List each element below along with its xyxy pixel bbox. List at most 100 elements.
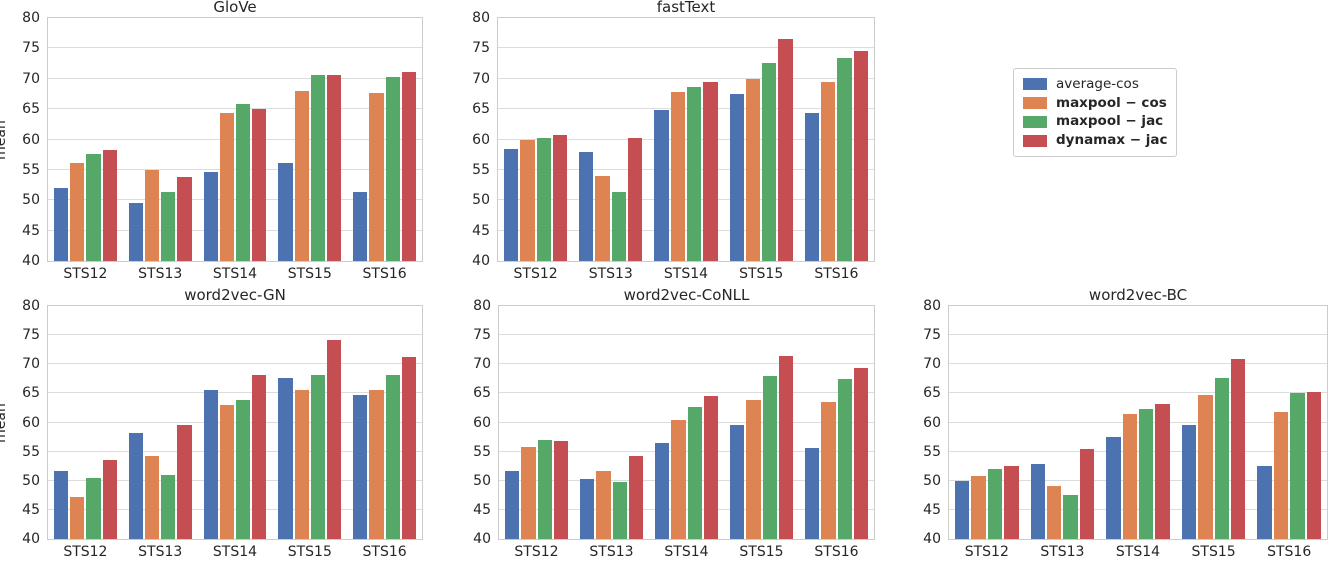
y-tick-label: 50: [473, 472, 491, 489]
y-tick-label: 45: [923, 501, 941, 518]
bar-maxpool-cos: [219, 113, 234, 261]
chart-word2vec-gn: word2vec-GN mean 40 45 50 55 60 65 70 75 80 STS12 ST…: [0, 286, 423, 559]
bar-maxpool-jac: [987, 468, 1003, 539]
bar-average-cos: [128, 433, 143, 539]
gridline: [498, 199, 874, 201]
bar-dynamax-jac: [552, 134, 568, 261]
bar-group: [278, 306, 342, 539]
bar-dynamax-jac: [252, 108, 267, 261]
gridline: [949, 450, 1327, 452]
y-tick-label: 75: [473, 327, 491, 344]
x-tick-label: STS15: [1191, 544, 1236, 560]
gridline: [48, 334, 422, 336]
gridline: [949, 392, 1327, 394]
chart-glove: GloVe mean 40 45 50 55 60 65 70 75 80 STS12 STS13 STS…: [0, 0, 423, 281]
x-tick-label: STS16: [362, 266, 407, 282]
chart-fasttext: fastText 40 45 50 55 60 65 70 75 80 STS12 STS13 STS1…: [472, 0, 875, 281]
gridline: [48, 508, 422, 510]
x-tick-label: STS12: [513, 266, 558, 282]
gridline: [498, 168, 874, 170]
bar-dynamax-jac: [1079, 448, 1095, 539]
category-slot: STS15: [272, 306, 347, 559]
category-slot: STS13: [1025, 306, 1101, 559]
category-slot: STS14: [648, 18, 723, 281]
bar-maxpool-jac: [161, 474, 176, 539]
category-slot: STS15: [724, 18, 799, 281]
bar-average-cos: [353, 191, 368, 261]
legend-swatch-maxpool-cos-icon: [1023, 97, 1047, 110]
bar-maxpool-cos: [369, 93, 384, 261]
bar-average-cos: [580, 479, 595, 539]
y-tick-label: 55: [22, 443, 40, 460]
category-slot: STS14: [1100, 306, 1176, 559]
bar-maxpool-cos: [144, 456, 160, 539]
bar-group: [729, 18, 793, 261]
x-tick-label: STS16: [814, 544, 859, 560]
category-slot: STS16: [799, 306, 874, 559]
bar-maxpool-jac: [762, 62, 777, 261]
bar-maxpool-jac: [236, 104, 251, 261]
legend-swatch-maxpool-jac-icon: [1023, 115, 1047, 128]
bar-maxpool-jac: [612, 481, 627, 539]
gridline: [498, 108, 874, 110]
bar-maxpool-cos: [144, 169, 160, 261]
category-slot: STS12: [498, 18, 573, 281]
bar-dynamax-jac: [703, 396, 718, 539]
gridline: [48, 108, 422, 110]
x-tick-label: STS16: [814, 266, 859, 282]
category-slot: STS15: [272, 18, 347, 281]
y-tick-label: 70: [22, 70, 40, 87]
bar-group: [805, 306, 868, 539]
gridline: [499, 479, 874, 481]
bar-average-cos: [53, 187, 69, 261]
y-tick-label: 45: [472, 222, 490, 239]
y-tick-label: 40: [473, 531, 491, 547]
y-tick-label: 60: [22, 131, 40, 148]
category-slot: STS12: [949, 306, 1025, 559]
y-tick-label: 70: [22, 356, 40, 373]
bar-maxpool-jac: [687, 406, 702, 539]
y-tick-label: 80: [923, 298, 941, 314]
bar-dynamax-jac: [252, 375, 267, 539]
y-tick-label: 75: [923, 327, 941, 344]
y-tick-label: 70: [473, 356, 491, 373]
legend-item-maxpool-cos: maxpool − cos: [1023, 95, 1167, 111]
legend-item-maxpool-jac: maxpool − jac: [1023, 114, 1167, 129]
x-tick-label: STS12: [63, 544, 108, 560]
y-tick-label: 50: [22, 472, 40, 489]
y-tick-label: 50: [923, 472, 941, 489]
bar-maxpool-jac: [310, 375, 326, 539]
bar-maxpool-cos: [1198, 394, 1213, 539]
gridline: [48, 138, 422, 140]
bar-average-cos: [805, 448, 820, 539]
bar-group: [804, 18, 868, 261]
bar-dynamax-jac: [553, 440, 568, 539]
bar-maxpool-cos: [1122, 413, 1137, 539]
gridline: [48, 363, 422, 365]
y-tick-label: 55: [923, 443, 941, 460]
category-slot: STS15: [1176, 306, 1252, 559]
y-tick-label: 55: [22, 161, 40, 178]
y-tick-label: 65: [22, 101, 40, 118]
category-slot: STS14: [198, 306, 273, 559]
bar-average-cos: [730, 424, 745, 539]
bar-maxpool-jac: [385, 76, 400, 261]
bar-maxpool-jac: [1290, 393, 1305, 539]
y-tick-label: 45: [22, 501, 40, 518]
y-tick-label: 65: [22, 385, 40, 402]
x-tick-label: STS14: [212, 266, 258, 282]
bar-maxpool-cos: [821, 81, 836, 261]
bar-group: [580, 306, 643, 539]
bar-dynamax-jac: [628, 138, 643, 261]
legend-swatch-average-cos-icon: [1023, 78, 1047, 91]
x-tick-label: STS12: [63, 266, 108, 282]
gridline: [499, 508, 874, 510]
gridline: [48, 77, 422, 79]
legend: average-cos maxpool − cos maxpool − jac …: [1013, 68, 1177, 157]
gridline: [48, 450, 422, 452]
bar-maxpool-jac: [1063, 495, 1078, 539]
category-slot: STS16: [1251, 306, 1327, 559]
category-slot: STS12: [48, 306, 123, 559]
bar-group: [1181, 306, 1246, 539]
bar-dynamax-jac: [703, 81, 718, 261]
